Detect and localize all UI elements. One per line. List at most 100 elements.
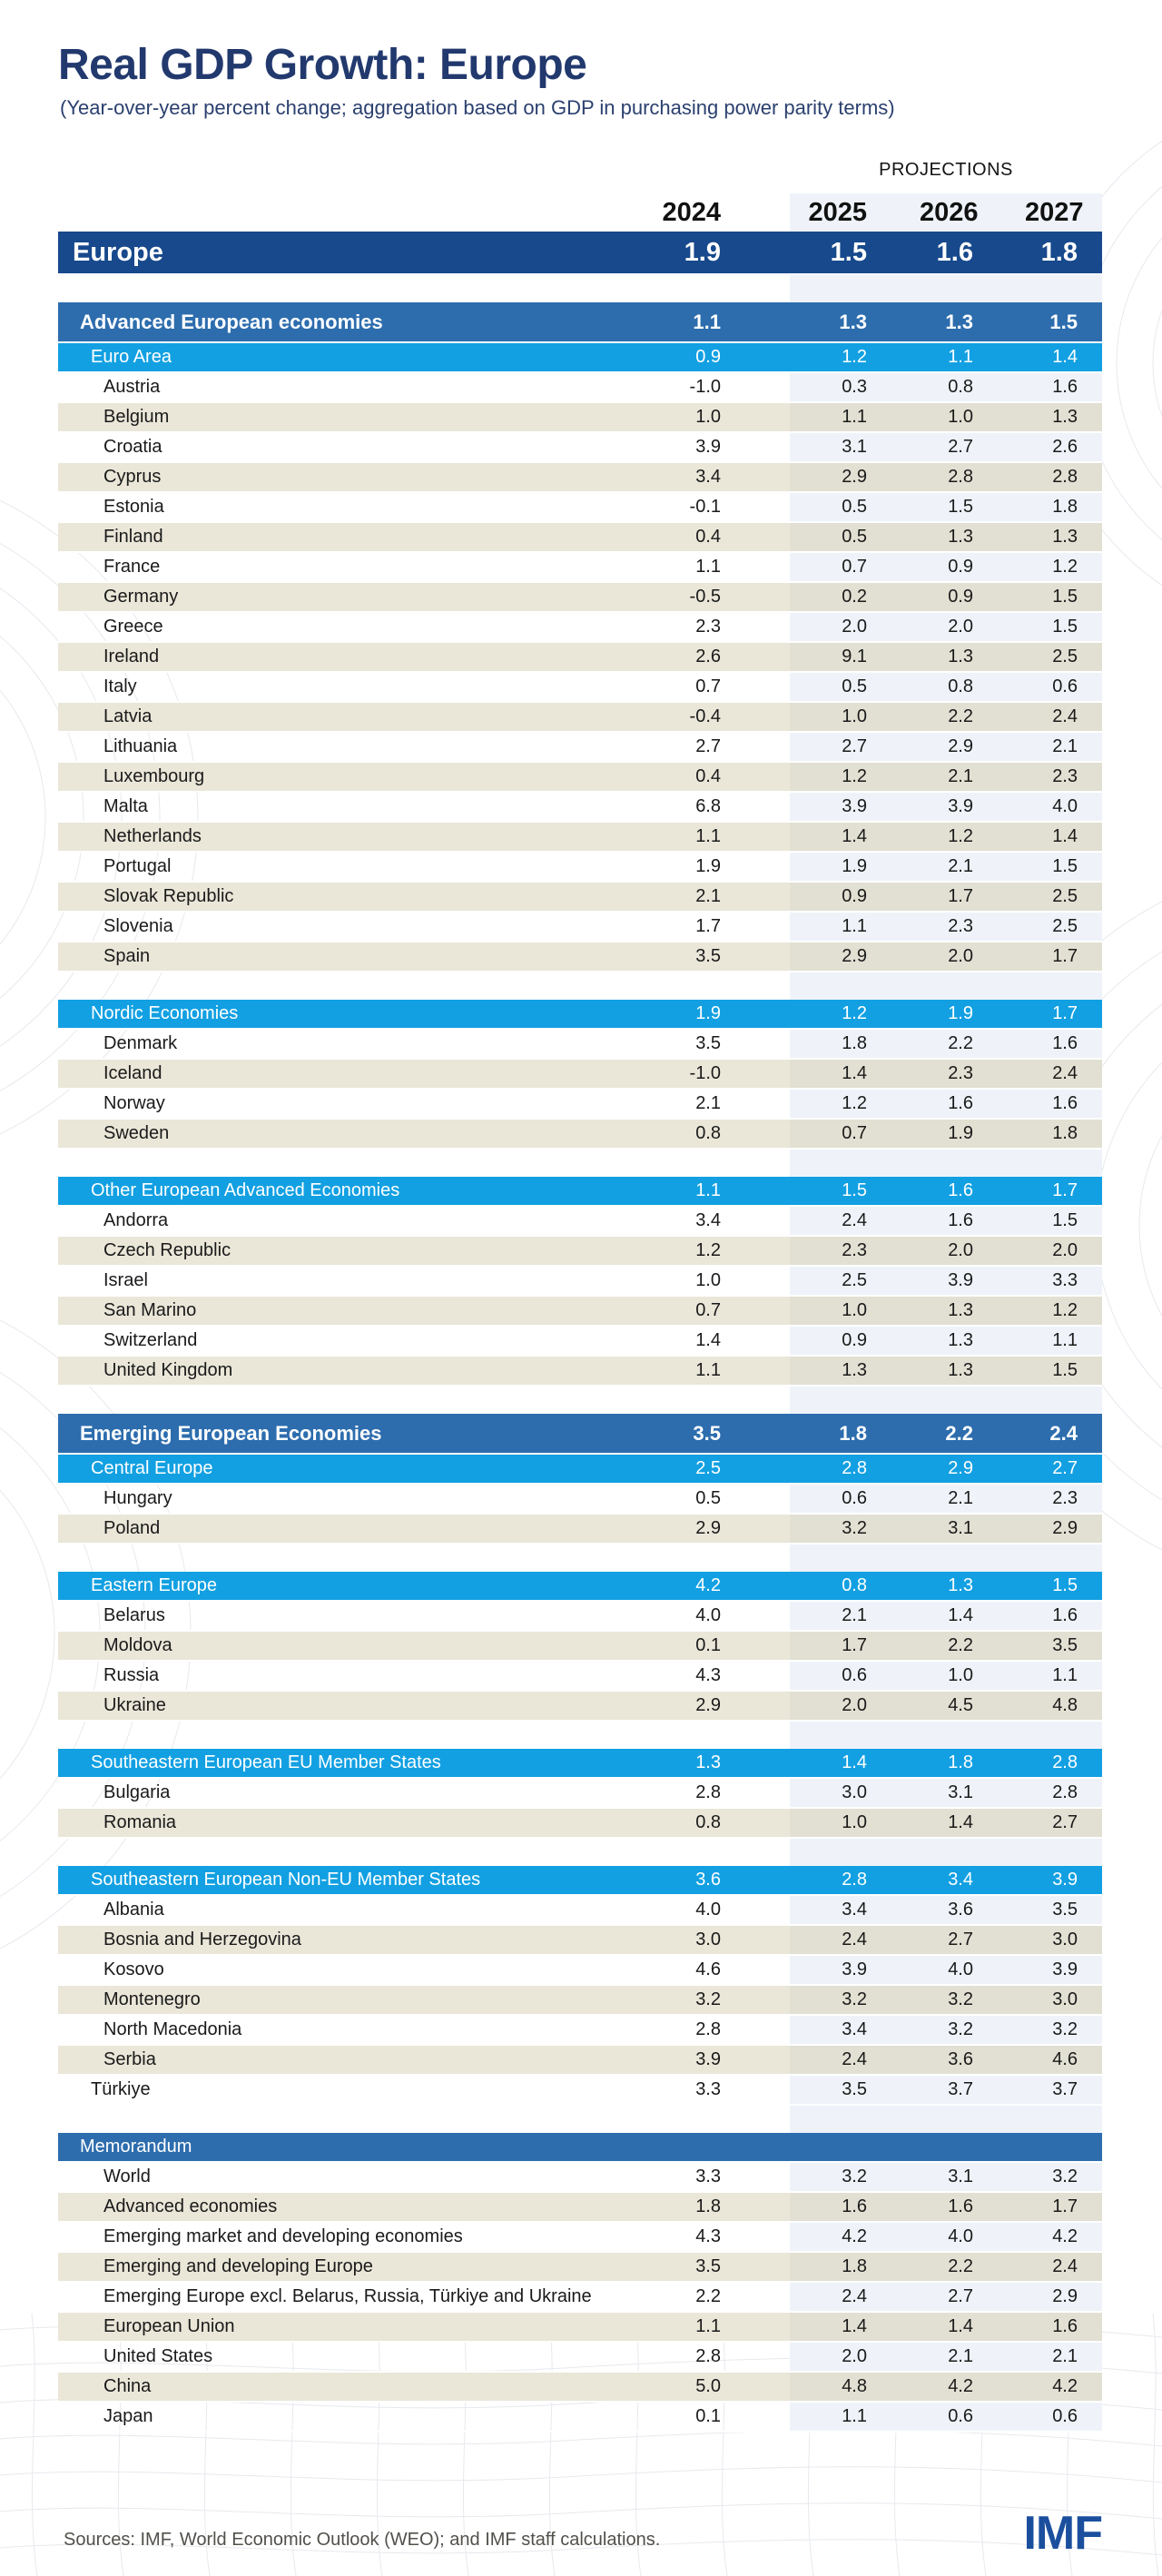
value-2027: 1.5 (1049, 311, 1078, 333)
value-2027: 1.5 (1025, 583, 1102, 611)
table-row: Israel 1.0 2.5 3.9 3.3 (58, 1267, 1102, 1297)
value-2026: 3.7 (948, 2079, 973, 2099)
row-label: Cyprus (58, 463, 639, 491)
value-2024: 3.0 (639, 1926, 790, 1954)
value-2024: 0.1 (695, 2406, 721, 2426)
row-label: Estonia (103, 497, 164, 517)
value-2026: 1.9 (920, 1120, 1025, 1148)
value-2026: 1.3 (948, 1575, 973, 1595)
value-2027: 2.8 (1052, 1752, 1078, 1772)
value-2024: 3.5 (639, 2253, 790, 2281)
section-header-row: Eastern Europe 4.2 0.8 1.3 1.5 (58, 1572, 1102, 1602)
value-2027: 1.7 (1025, 2193, 1102, 2221)
value-2024: 3.9 (695, 437, 721, 457)
row-label: Finland (58, 523, 639, 551)
value-2026: 1.3 (920, 1297, 1025, 1325)
table-row: Bulgaria 2.8 3.0 3.1 2.8 (58, 1779, 1102, 1809)
value-2024: 1.2 (639, 1237, 790, 1265)
year-2026: 2026 (920, 198, 979, 227)
value-2024: 3.5 (693, 1422, 721, 1445)
value-2024: 3.2 (639, 1986, 790, 2014)
row-label: Andorra (103, 1210, 169, 1230)
value-2026: 3.1 (948, 2166, 973, 2186)
value-2024: 0.7 (695, 676, 721, 696)
value-2027: 3.2 (1052, 2166, 1078, 2186)
value-2025: 1.6 (790, 2193, 920, 2221)
table-row: Ukraine 2.9 2.0 4.5 4.8 (58, 1692, 1102, 1722)
value-2027: 1.8 (1040, 238, 1078, 267)
value-2027: 3.9 (1052, 1870, 1078, 1890)
row-gap (58, 1545, 1102, 1572)
value-2025: 2.9 (790, 943, 920, 971)
value-2024: 2.1 (695, 1093, 721, 1113)
value-2025: 2.3 (790, 1237, 920, 1265)
row-gap (58, 1722, 1102, 1749)
year-2025: 2025 (808, 198, 867, 227)
row-label: Moldova (58, 1632, 639, 1660)
value-2024: -1.0 (639, 1060, 790, 1088)
value-2026: 2.0 (948, 617, 973, 637)
value-2025: 9.1 (790, 643, 920, 671)
table-row: Slovenia 1.7 1.1 2.3 2.5 (58, 913, 1102, 943)
value-2025: 1.2 (842, 1093, 867, 1113)
page-subtitle: (Year-over-year percent change; aggregat… (60, 96, 895, 119)
value-2027: 1.6 (1052, 377, 1078, 397)
value-2026: 0.8 (948, 377, 973, 397)
value-2024: 1.1 (695, 1180, 721, 1200)
value-2024: 4.2 (695, 1575, 721, 1595)
row-label: Iceland (58, 1060, 639, 1088)
value-2026: 1.6 (948, 1210, 973, 1230)
value-2025: 1.2 (842, 1003, 867, 1023)
projections-label: PROJECTIONS (879, 160, 1013, 180)
row-label: Advanced economies (58, 2193, 639, 2221)
value-2026: 4.0 (948, 1959, 973, 1979)
table-row: San Marino 0.7 1.0 1.3 1.2 (58, 1297, 1102, 1327)
row-label: Other European Advanced Economies (91, 1180, 400, 1200)
value-2027: 1.6 (1052, 1033, 1078, 1053)
value-2027: 1.8 (1052, 497, 1078, 517)
value-2027: 2.5 (1025, 643, 1102, 671)
year-2024: 2024 (662, 198, 721, 227)
row-label: Russia (103, 1665, 160, 1685)
row-label: Italy (103, 676, 137, 696)
value-2024: 6.8 (695, 796, 721, 816)
value-2024: 3.3 (695, 2079, 721, 2099)
value-2024: 1.9 (684, 238, 721, 267)
value-2024: 1.7 (695, 916, 721, 936)
row-label: Ukraine (58, 1692, 639, 1720)
value-2027: 2.7 (1052, 1458, 1078, 1478)
value-2026: 2.0 (920, 1237, 1025, 1265)
value-2026: 1.5 (948, 497, 973, 517)
row-label: Southeastern European Non-EU Member Stat… (91, 1870, 481, 1890)
row-label: Slovenia (103, 916, 173, 936)
row-label: Latvia (58, 703, 639, 731)
value-2025: 2.1 (842, 1605, 867, 1625)
row-label: Greece (103, 617, 163, 637)
value-2026: 1.3 (945, 311, 973, 333)
value-2026: 4.2 (920, 2373, 1025, 2401)
value-2026: 1.4 (948, 1605, 973, 1625)
value-2026: 1.4 (920, 2313, 1025, 2341)
value-2026: 3.9 (948, 1270, 973, 1290)
value-2027: 2.4 (1025, 703, 1102, 731)
value-2025: 1.8 (790, 2253, 920, 2281)
value-2026: 4.0 (948, 2226, 973, 2246)
value-2024 (639, 2133, 790, 2161)
row-gap (58, 1150, 1102, 1177)
row-label: Eastern Europe (91, 1575, 217, 1595)
row-label: Albania (103, 1900, 164, 1920)
value-2027: 1.7 (1052, 1003, 1078, 1023)
value-2026: 3.2 (920, 1986, 1025, 2014)
value-2025: 1.3 (790, 1357, 920, 1385)
page-title: Real GDP Growth: Europe (58, 41, 587, 89)
table-row: Estonia -0.1 0.5 1.5 1.8 (58, 493, 1102, 523)
row-label: Austria (103, 377, 161, 397)
value-2024: 2.9 (639, 1692, 790, 1720)
value-2025: 2.7 (842, 736, 867, 756)
table-row: European Union 1.1 1.4 1.4 1.6 (58, 2313, 1102, 2343)
value-2026: 2.7 (920, 1926, 1025, 1954)
section-header-row: Emerging European Economies 3.5 1.8 2.2 2.4 (58, 1414, 1102, 1455)
table-row: Albania 4.0 3.4 3.6 3.5 (58, 1896, 1102, 1926)
value-2024: 0.4 (639, 763, 790, 791)
table-row: Denmark 3.5 1.8 2.2 1.6 (58, 1030, 1102, 1060)
